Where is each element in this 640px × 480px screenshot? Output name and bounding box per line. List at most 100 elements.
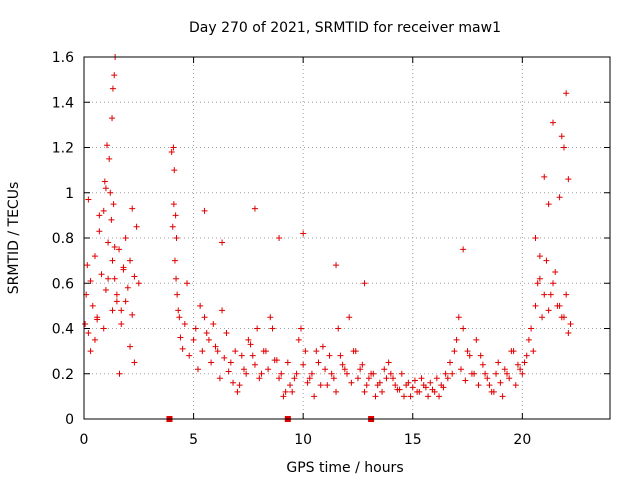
data-point	[276, 235, 283, 241]
data-point	[333, 388, 340, 395]
data-point	[333, 262, 340, 269]
tick-labels: 0 0.2 0.4 0.6 0.8 1 1.2 1.4 1.6 0 5 10 15 20	[52, 50, 532, 448]
data-point	[116, 246, 123, 253]
data-point	[547, 291, 554, 298]
data-point	[171, 257, 178, 264]
x-tick-label: 15	[404, 432, 422, 448]
data-point	[486, 382, 493, 389]
data-point	[560, 144, 567, 151]
data-point	[91, 253, 98, 260]
x-tick-label: 20	[513, 432, 531, 448]
data-point	[512, 382, 519, 389]
data-point	[383, 375, 390, 382]
data-point	[227, 359, 234, 366]
data-point	[271, 357, 278, 364]
data-point	[203, 330, 210, 337]
data-point	[113, 291, 120, 298]
data-point	[556, 302, 563, 309]
data-point	[251, 205, 258, 212]
plot-frame	[83, 56, 611, 420]
data-point	[238, 352, 245, 359]
data-point	[208, 359, 215, 366]
data-point	[190, 336, 197, 343]
y-tick-label: 0.6	[52, 276, 74, 292]
data-point	[517, 366, 524, 373]
data-point	[313, 348, 320, 355]
data-point	[113, 298, 120, 305]
data-point	[120, 264, 127, 271]
data-point	[91, 336, 98, 343]
data-point	[109, 115, 116, 122]
data-point	[289, 388, 296, 395]
data-point	[350, 348, 357, 355]
y-tick-label: 1.6	[52, 50, 74, 66]
data-point	[532, 235, 539, 241]
y-tick-label: 0	[65, 412, 74, 428]
x-tick-label: 10	[294, 432, 312, 448]
data-point	[173, 275, 180, 282]
data-point	[131, 273, 138, 280]
data-point	[528, 325, 535, 332]
data-point	[468, 370, 475, 377]
data-point	[506, 375, 513, 382]
data-point	[563, 90, 570, 97]
data-point	[304, 379, 311, 386]
data-point	[436, 393, 443, 400]
data-point	[398, 370, 405, 377]
data-point	[372, 393, 379, 400]
data-point	[199, 348, 206, 355]
data-point	[451, 348, 458, 355]
data-point	[85, 330, 92, 337]
data-point	[550, 280, 557, 287]
data-point	[265, 366, 272, 373]
data-point	[105, 275, 112, 282]
data-point	[87, 348, 94, 355]
data-point	[175, 307, 182, 314]
data-point	[177, 334, 184, 341]
data-point	[258, 370, 265, 377]
data-point	[122, 235, 129, 241]
data-point	[124, 284, 131, 291]
data-point	[98, 271, 105, 278]
data-point	[85, 196, 92, 203]
data-point	[122, 298, 129, 305]
data-point	[127, 257, 134, 264]
data-point	[361, 280, 368, 287]
data-point	[291, 375, 298, 382]
data-point	[176, 314, 183, 321]
data-point	[330, 375, 337, 382]
data-point	[495, 359, 502, 366]
y-axis-label: SRMTID / TECUs	[6, 182, 22, 295]
data-point	[225, 368, 232, 375]
data-point	[348, 379, 355, 386]
data-point	[131, 359, 138, 366]
data-point	[392, 382, 399, 389]
data-point	[475, 382, 482, 389]
data-point	[186, 352, 193, 359]
data-point	[453, 336, 460, 343]
data-point	[104, 142, 111, 149]
data-point	[284, 359, 291, 366]
data-point	[346, 314, 353, 321]
data-point	[416, 388, 423, 395]
data-point	[376, 379, 383, 386]
data-point	[545, 307, 552, 314]
data-point	[420, 382, 427, 389]
data-point	[536, 275, 543, 282]
data-point	[499, 393, 506, 400]
y-tick-label: 1.2	[52, 141, 74, 157]
data-point	[460, 246, 467, 253]
data-point	[129, 205, 136, 212]
data-point	[87, 277, 94, 284]
points	[82, 54, 574, 400]
data-point	[322, 366, 329, 373]
data-point	[484, 375, 491, 382]
data-point	[530, 348, 537, 355]
data-point	[363, 382, 370, 389]
data-point	[111, 72, 118, 79]
data-point	[479, 361, 486, 368]
data-point	[300, 361, 307, 368]
data-point	[223, 330, 230, 337]
data-point	[169, 223, 176, 230]
data-point	[96, 212, 103, 219]
